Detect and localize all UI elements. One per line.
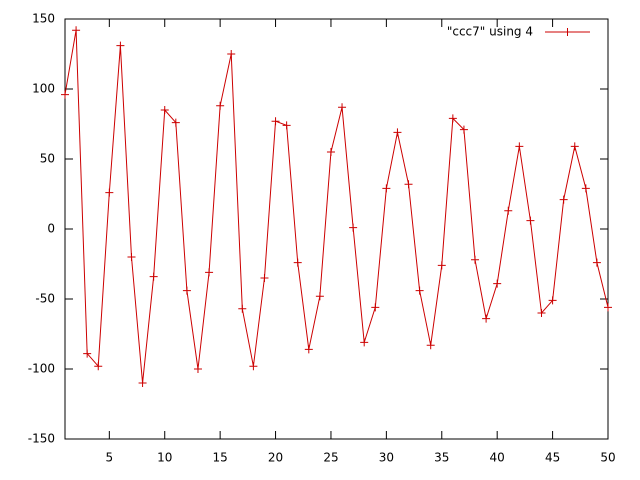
point-marker: [371, 303, 380, 312]
point-marker: [105, 188, 114, 197]
point-marker: [94, 362, 103, 371]
point-marker: [171, 118, 180, 127]
legend-label: "ccc7" using 4: [447, 25, 533, 39]
point-marker: [482, 314, 491, 323]
point-marker: [216, 101, 225, 110]
x-tick-label: 45: [545, 451, 560, 465]
point-marker: [315, 292, 324, 301]
point-marker: [271, 117, 280, 126]
point-marker: [459, 125, 468, 134]
point-marker: [61, 90, 69, 99]
point-marker: [227, 50, 236, 58]
point-marker: [415, 286, 424, 295]
point-marker: [360, 338, 369, 347]
y-tick-label: -50: [35, 292, 55, 306]
plot-frame: [64, 18, 609, 440]
point-marker: [338, 103, 347, 112]
point-marker: [504, 206, 513, 215]
point-marker: [349, 223, 358, 232]
point-marker: [393, 128, 402, 137]
point-marker: [127, 253, 136, 261]
x-tick-label: 30: [379, 451, 394, 465]
y-tick-label: 150: [32, 12, 55, 26]
x-tick-label: 15: [213, 451, 228, 465]
point-marker: [437, 261, 446, 270]
point-marker: [260, 274, 269, 282]
x-tick-label: 20: [268, 451, 283, 465]
point-marker: [182, 286, 191, 295]
point-marker: [592, 258, 601, 267]
point-marker: [515, 142, 524, 151]
x-tick-label: 5: [106, 451, 114, 465]
legend-marker: [563, 28, 572, 36]
point-marker: [426, 341, 435, 350]
point-marker: [116, 41, 125, 50]
point-marker: [448, 114, 457, 123]
y-tick-label: 100: [32, 82, 55, 96]
y-tick-label: 0: [47, 222, 55, 236]
point-marker: [205, 268, 214, 277]
point-marker: [149, 272, 158, 281]
point-marker: [570, 142, 579, 151]
point-marker: [282, 121, 291, 130]
point-marker: [160, 106, 169, 114]
point-marker: [238, 304, 247, 313]
x-tick-label: 10: [157, 451, 172, 465]
point-marker: [72, 26, 81, 35]
point-marker: [249, 362, 258, 371]
point-marker: [493, 279, 502, 288]
point-marker: [404, 180, 413, 189]
point-marker: [559, 195, 568, 204]
point-marker: [604, 303, 612, 312]
point-marker: [138, 379, 147, 387]
point-marker: [83, 349, 92, 358]
y-tick-label: -150: [28, 432, 55, 446]
point-marker: [581, 184, 590, 193]
y-tick-label: 50: [40, 152, 55, 166]
x-tick-label: 40: [490, 451, 505, 465]
x-tick-label: 25: [323, 451, 338, 465]
point-marker: [193, 365, 202, 373]
point-marker: [471, 255, 480, 264]
y-tick-label: -100: [28, 362, 55, 376]
x-tick-label: 50: [600, 451, 615, 465]
point-marker: [382, 184, 391, 193]
point-marker: [548, 296, 557, 305]
point-marker: [526, 216, 535, 225]
point-marker: [537, 309, 546, 317]
x-tick-label: 35: [434, 451, 449, 465]
point-marker: [304, 345, 313, 354]
point-marker: [326, 148, 335, 156]
point-marker: [293, 258, 302, 267]
series-line: [64, 30, 609, 384]
